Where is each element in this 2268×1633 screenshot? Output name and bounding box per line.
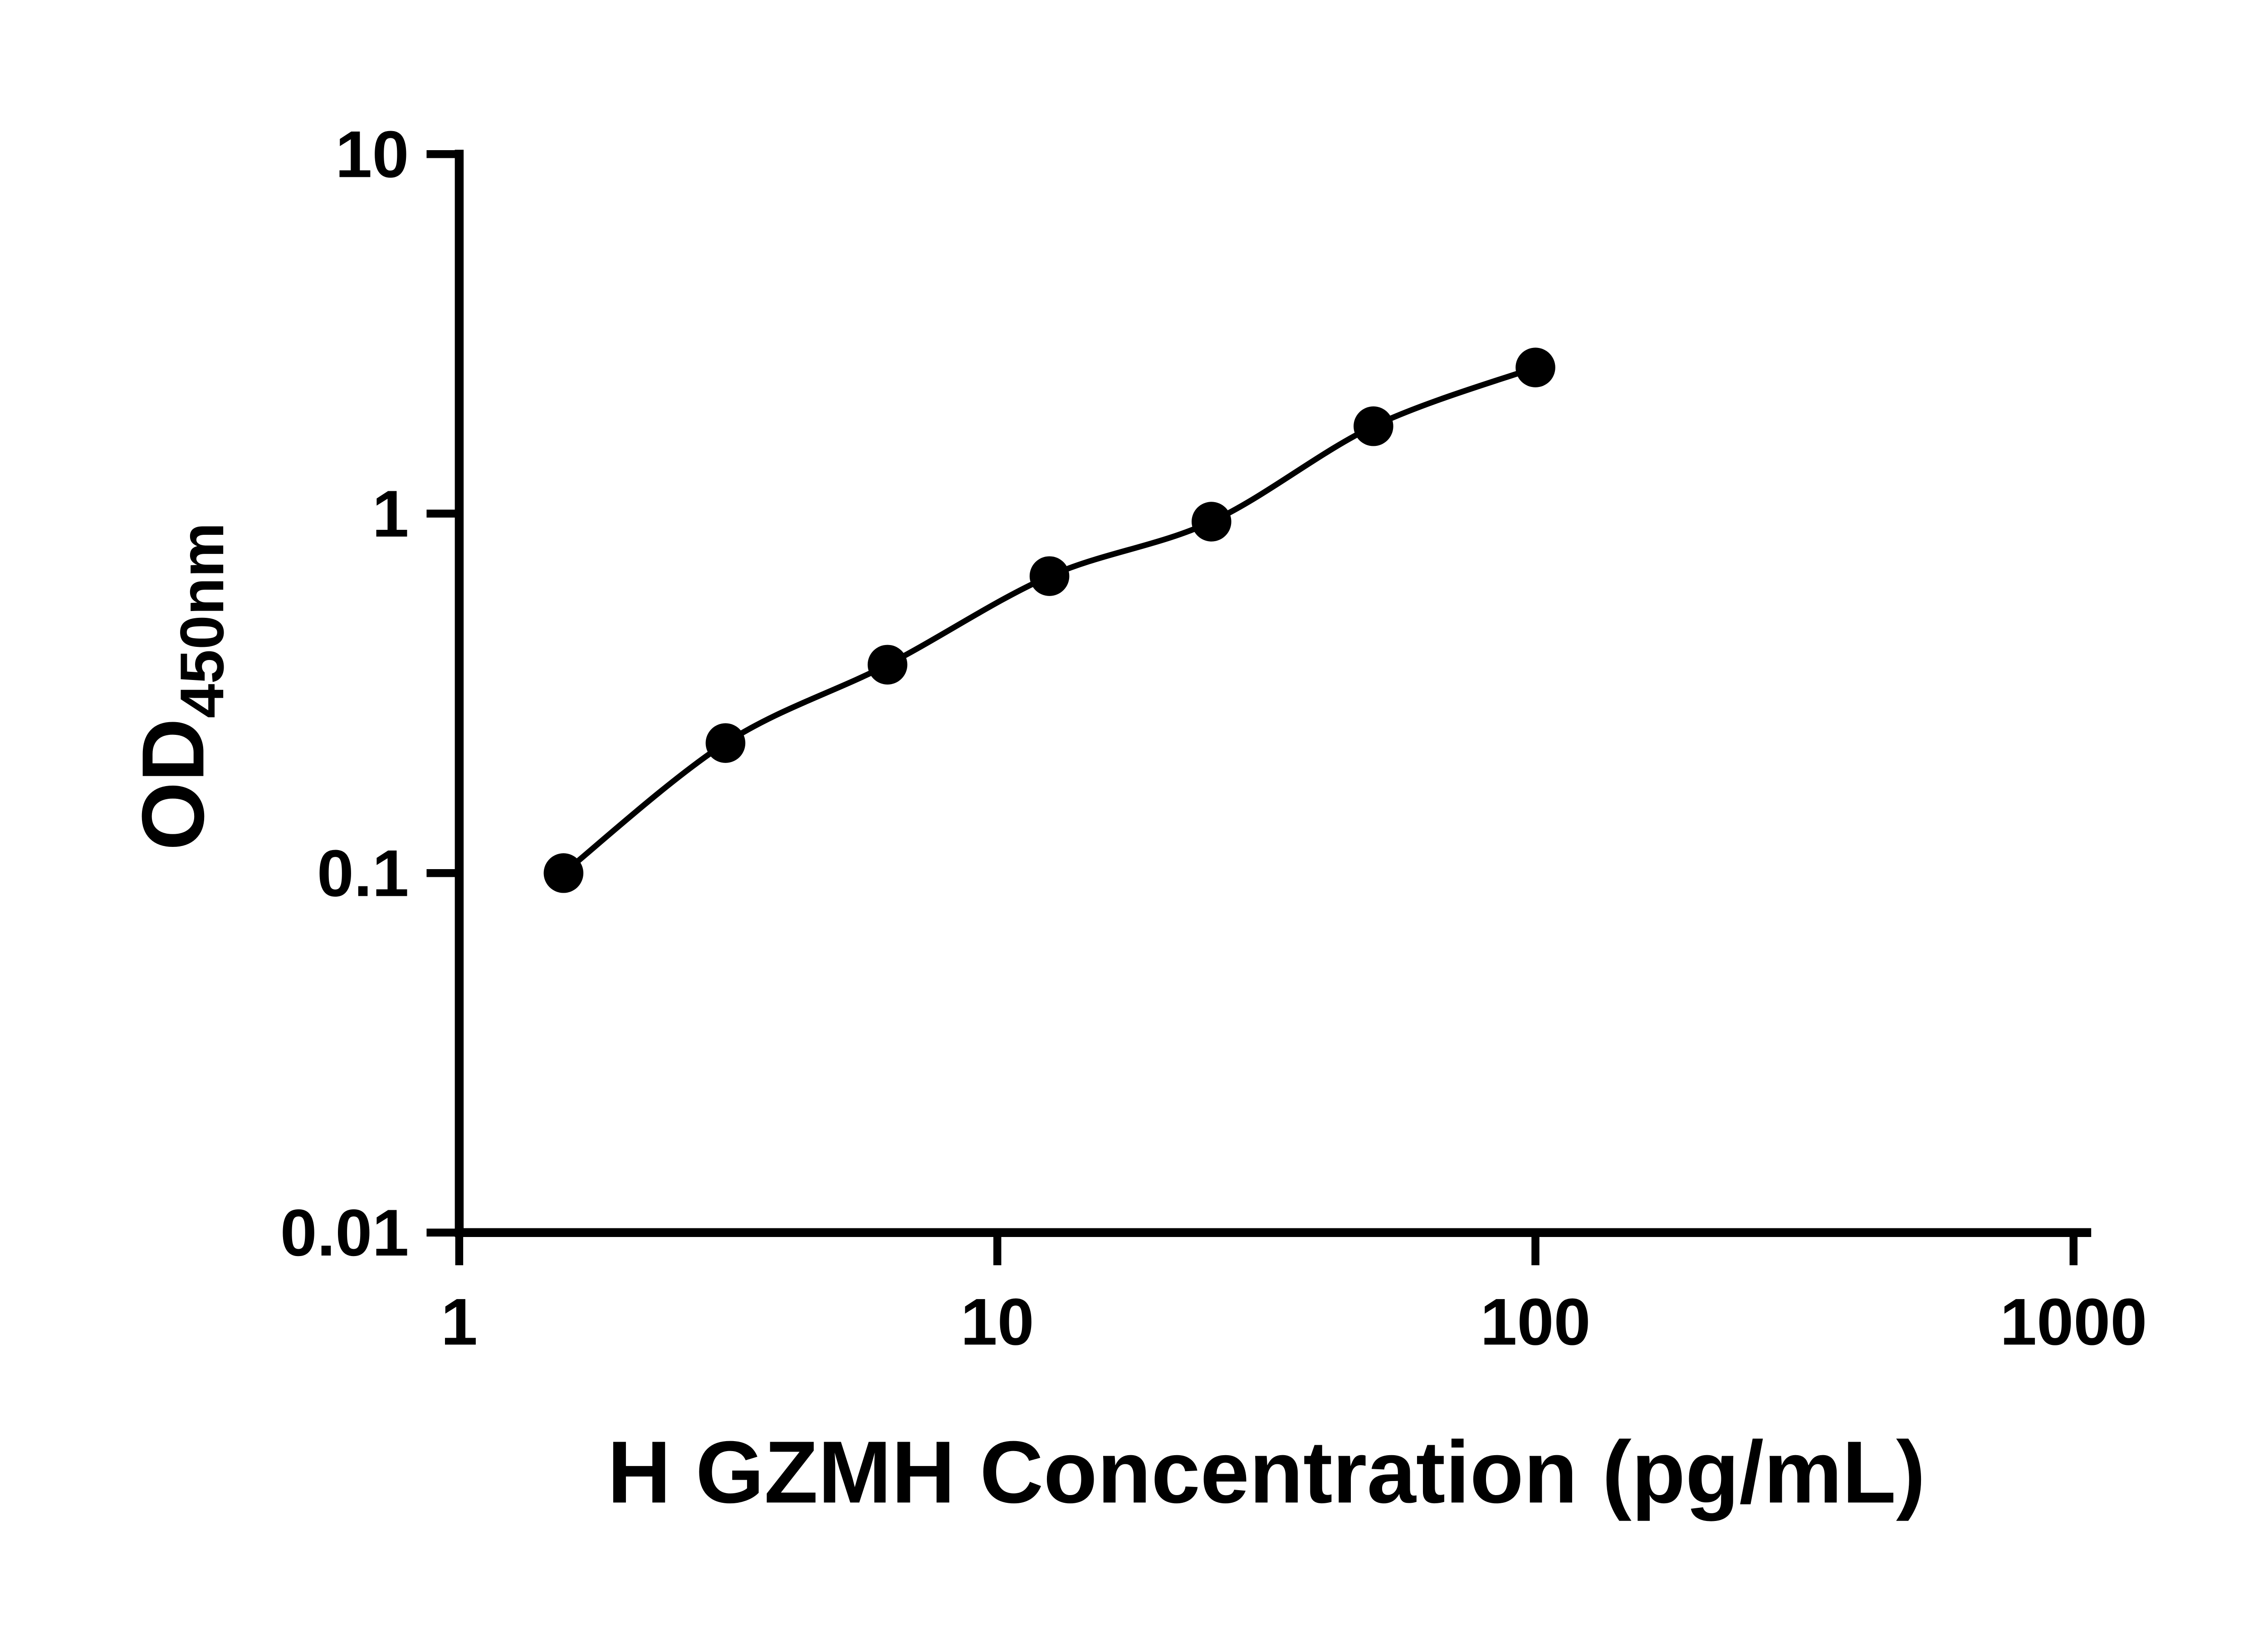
plot-svg: 1 10 100 1000 0.01 0.1 1 10 H GZMH Concentratio… xyxy=(18,7,2268,1595)
elisa-standard-curve-figure: 1 10 100 1000 0.01 0.1 1 10 H GZMH Concentratio… xyxy=(18,7,2268,1595)
axis-spines xyxy=(455,150,2092,1237)
y-axis-title-subscript: 450nm xyxy=(167,523,236,718)
x-tick-label: 1000 xyxy=(2000,1285,2147,1359)
tick-labels: 1 10 100 1000 0.01 0.1 1 10 xyxy=(280,117,2147,1359)
data-point xyxy=(1354,406,1393,446)
data-point xyxy=(1515,347,1555,387)
y-tick-label: 0.01 xyxy=(280,1196,409,1270)
data-point xyxy=(705,723,746,763)
y-tick-label: 10 xyxy=(335,117,409,191)
fit-curve-layer xyxy=(562,365,1537,875)
y-axis-title-main: OD xyxy=(124,718,222,851)
x-tick-label: 1 xyxy=(441,1285,478,1359)
data-point xyxy=(1029,556,1070,596)
fit-curve xyxy=(562,365,1537,875)
data-point xyxy=(543,853,584,893)
y-axis-title: OD450nm xyxy=(124,523,236,851)
x-tick-label: 100 xyxy=(1480,1285,1590,1359)
data-point xyxy=(1192,502,1232,542)
y-tick-label: 0.1 xyxy=(317,836,409,910)
x-tick-label: 10 xyxy=(961,1285,1034,1359)
data-point-layer xyxy=(543,347,1555,893)
tick-marks xyxy=(426,150,2078,1266)
y-tick-label: 1 xyxy=(372,477,409,551)
data-point xyxy=(867,645,908,685)
x-axis-title: H GZMH Concentration (pg/mL) xyxy=(607,1423,1926,1521)
